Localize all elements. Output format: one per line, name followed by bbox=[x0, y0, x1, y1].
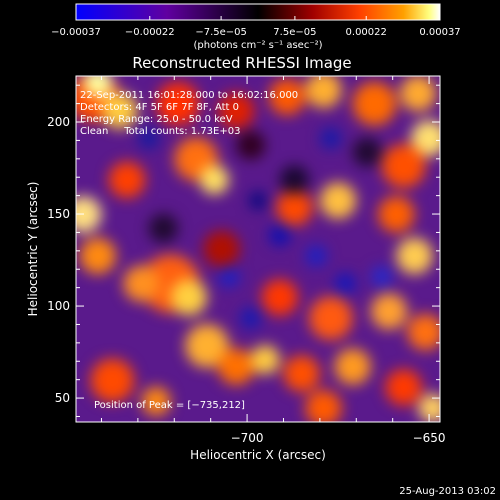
intensity-blob bbox=[123, 265, 160, 302]
intensity-blob bbox=[407, 313, 440, 351]
intensity-blob bbox=[276, 189, 313, 226]
colorbar-ticks: −0.00037 −0.00022 −7.5e−05 7.5e−05 0.00022 0.… bbox=[51, 16, 461, 38]
x-axis: −700−650−600 bbox=[100, 76, 446, 445]
heatmap-image bbox=[76, 76, 440, 422]
detectors-text: Detectors: 4F 5F 6F 7F 8F, Att 0 bbox=[80, 102, 239, 113]
intensity-blob bbox=[108, 161, 146, 198]
intensity-blob bbox=[217, 348, 255, 385]
intensity-blob bbox=[90, 358, 135, 403]
intensity-blob bbox=[352, 81, 397, 126]
y-tick-label: 200 bbox=[47, 115, 70, 129]
time-range-text: 22-Sep-2011 16:01:28.000 to 16:02:16.000 bbox=[80, 90, 298, 101]
intensity-blob bbox=[141, 386, 171, 416]
colorbar-gradient bbox=[75, 3, 441, 21]
clean-counts-text: Clean Total counts: 1.73E+03 bbox=[80, 126, 240, 137]
peak-position-text: Position of Peak = [−735,212] bbox=[94, 400, 245, 411]
intensity-blob bbox=[236, 130, 266, 160]
footer-timestamp: 25-Aug-2013 03:02 bbox=[399, 486, 496, 497]
colorbar-tick-label: 0.00037 bbox=[419, 27, 460, 38]
intensity-blob bbox=[370, 265, 393, 288]
intensity-blob bbox=[334, 348, 371, 385]
intensity-blob bbox=[378, 196, 415, 233]
colorbar-tick-label: 0.00022 bbox=[346, 27, 387, 38]
colorbar: −0.00037 −0.00022 −7.5e−05 7.5e−05 0.00022 0.… bbox=[51, 3, 461, 51]
intensity-blob bbox=[170, 279, 208, 316]
intensity-blob bbox=[203, 230, 240, 268]
colorbar-tick-label: −7.5e−05 bbox=[195, 27, 247, 38]
intensity-blob bbox=[396, 237, 433, 275]
plot-frame bbox=[75, 75, 441, 423]
intensity-blob bbox=[268, 224, 291, 247]
y-axis-label: Heliocentric Y (arcsec) bbox=[26, 182, 40, 317]
intensity-blob bbox=[79, 237, 117, 275]
intensity-blob bbox=[283, 355, 320, 392]
intensity-blob bbox=[268, 78, 306, 115]
colorbar-unit-label: (photons cm⁻² s⁻¹ asec⁻²) bbox=[193, 40, 322, 51]
intensity-blob bbox=[261, 279, 299, 316]
plot-area bbox=[75, 75, 441, 423]
intensity-blob bbox=[319, 182, 357, 219]
colorbar-tick-label: −0.00022 bbox=[125, 27, 175, 38]
intensity-blob bbox=[418, 393, 440, 422]
x-axis-label: Heliocentric X (arcsec) bbox=[190, 448, 326, 462]
intensity-blob bbox=[76, 196, 102, 233]
intensity-blob bbox=[248, 191, 268, 210]
intensity-blob bbox=[319, 127, 342, 150]
intensity-blob bbox=[352, 137, 382, 167]
intensity-blob bbox=[381, 144, 426, 188]
colorbar-tick-label: 7.5e−05 bbox=[273, 27, 316, 38]
intensity-blob bbox=[101, 92, 138, 129]
energy-range-text: Energy Range: 25.0 - 50.0 keV bbox=[80, 114, 233, 125]
intensity-blob bbox=[370, 293, 408, 330]
intensity-blob bbox=[279, 165, 309, 195]
intensity-blob bbox=[199, 165, 229, 195]
observation-info: 22-Sep-2011 16:01:28.000 to 16:02:16.000… bbox=[80, 90, 298, 137]
x-tick-label: −650 bbox=[413, 431, 446, 445]
x-tick-label: −700 bbox=[231, 431, 264, 445]
intensity-blob bbox=[385, 369, 422, 406]
intensity-blob bbox=[185, 324, 229, 368]
intensity-blob bbox=[217, 265, 240, 288]
intensity-blob bbox=[217, 92, 255, 129]
chart-title: Reconstructed RHESSI Image bbox=[132, 54, 351, 72]
y-tick-label: 150 bbox=[47, 207, 70, 221]
intensity-blob bbox=[250, 345, 280, 375]
y-tick-label: 100 bbox=[47, 299, 70, 313]
intensity-blob bbox=[305, 389, 342, 422]
intensity-blob bbox=[83, 76, 113, 98]
intensity-blob bbox=[137, 127, 160, 150]
intensity-blob bbox=[305, 245, 328, 267]
intensity-blob bbox=[156, 81, 200, 126]
y-tick-label: 50 bbox=[55, 391, 70, 405]
intensity-blob bbox=[148, 213, 178, 243]
intensity-blob bbox=[239, 307, 262, 330]
intensity-blob bbox=[334, 272, 357, 295]
colorbar-tick-label: −0.00037 bbox=[51, 27, 101, 38]
intensity-blob bbox=[410, 120, 440, 157]
intensity-blob bbox=[305, 76, 342, 109]
y-axis: 50 100 150 200 bbox=[47, 84, 440, 417]
intensity-blob bbox=[308, 296, 353, 341]
intensity-blob bbox=[399, 76, 437, 112]
